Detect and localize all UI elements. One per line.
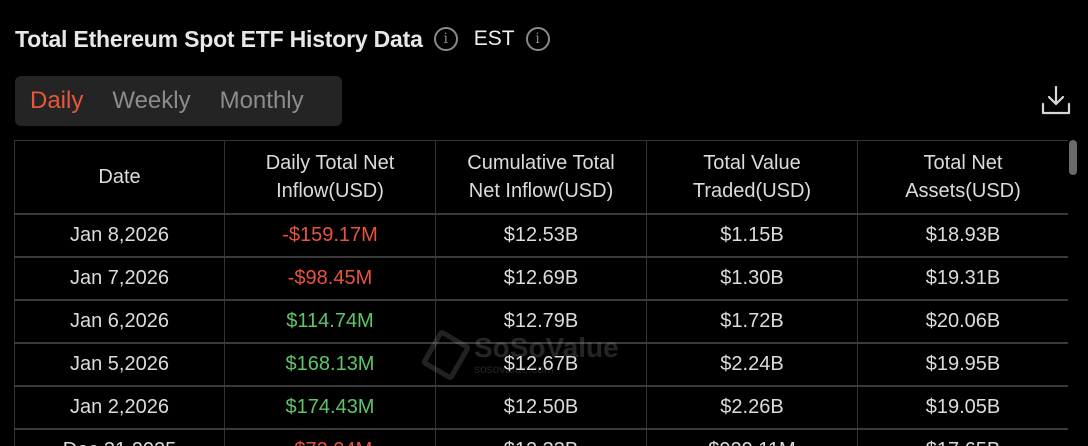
cell-net-assets: $19.95B — [857, 341, 1068, 387]
tab-weekly[interactable]: Weekly — [112, 87, 191, 114]
column-header-net-assets[interactable]: Total Net Assets(USD) — [857, 140, 1068, 214]
cell-cumulative-net-inflow: $12.79B — [435, 298, 647, 344]
cell-date: Jan 7,2026 — [14, 255, 225, 301]
cell-daily-net-inflow: $114.74M — [224, 298, 436, 344]
cell-date: Jan 5,2026 — [14, 341, 225, 387]
cell-daily-net-inflow: $174.43M — [224, 384, 436, 430]
cell-daily-net-inflow: -$98.45M — [224, 255, 436, 301]
table-scrollbar[interactable] — [1069, 140, 1077, 175]
cell-cumulative-net-inflow: $12.33B — [435, 427, 647, 446]
table-row: Jan 7,2026 -$98.45M $12.69B $1.30B $19.3… — [14, 255, 1068, 301]
column-header-cumulative-net-inflow[interactable]: Cumulative Total Net Inflow(USD) — [435, 140, 647, 214]
cell-net-assets: $20.06B — [857, 298, 1068, 344]
timezone-info-icon[interactable]: i — [525, 27, 550, 51]
download-icon — [1041, 85, 1071, 115]
cell-cumulative-net-inflow: $12.69B — [435, 255, 647, 301]
column-header-value-traded[interactable]: Total Value Traded(USD) — [646, 140, 858, 214]
cell-cumulative-net-inflow: $12.67B — [435, 341, 647, 387]
column-header-date[interactable]: Date — [14, 140, 225, 214]
cell-value-traded: $1.30B — [646, 255, 858, 301]
cell-value-traded: $2.24B — [646, 341, 858, 387]
cell-daily-net-inflow: -$159.17M — [224, 212, 436, 258]
cell-date: Dec 31,2025 — [14, 427, 225, 446]
cell-cumulative-net-inflow: $12.53B — [435, 212, 647, 258]
info-icon[interactable]: i — [433, 27, 458, 51]
cell-net-assets: $17.65B — [857, 427, 1068, 446]
history-table-container[interactable]: Date Daily Total Net Inflow(USD) Cumulat… — [14, 140, 1068, 446]
table-row: Jan 5,2026 $168.13M $12.67B $2.24B $19.9… — [14, 341, 1068, 387]
cell-value-traded: $929.11M — [646, 427, 858, 446]
table-header-row: Date Daily Total Net Inflow(USD) Cumulat… — [14, 140, 1068, 214]
cell-date: Jan 6,2026 — [14, 298, 225, 344]
cell-value-traded: $1.15B — [646, 212, 858, 258]
cell-value-traded: $1.72B — [646, 298, 858, 344]
cell-date: Jan 2,2026 — [14, 384, 225, 430]
table-row: Jan 2,2026 $174.43M $12.50B $2.26B $19.0… — [14, 384, 1068, 430]
page-title: Total Ethereum Spot ETF History Data — [15, 25, 423, 52]
tab-monthly[interactable]: Monthly — [219, 87, 304, 114]
timezone-label: EST — [473, 27, 515, 50]
cell-net-assets: $18.93B — [857, 212, 1068, 258]
cell-daily-net-inflow: $168.13M — [224, 341, 436, 387]
cell-cumulative-net-inflow: $12.50B — [435, 384, 647, 430]
table-row: Jan 6,2026 $114.74M $12.79B $1.72B $20.0… — [14, 298, 1068, 344]
cell-net-assets: $19.05B — [857, 384, 1068, 430]
cell-daily-net-inflow: -$72.94M — [224, 427, 436, 446]
download-button[interactable] — [1040, 84, 1072, 116]
header: Total Ethereum Spot ETF History Data i E… — [15, 22, 550, 56]
cell-net-assets: $19.31B — [857, 255, 1068, 301]
cell-date: Jan 8,2026 — [14, 212, 225, 258]
history-table: Date Daily Total Net Inflow(USD) Cumulat… — [14, 140, 1068, 446]
period-tabs: Daily Weekly Monthly — [15, 76, 342, 126]
tab-daily[interactable]: Daily — [30, 87, 84, 114]
table-row: Jan 8,2026 -$159.17M $12.53B $1.15B $18.… — [14, 212, 1068, 258]
table-row: Dec 31,2025 -$72.94M $12.33B $929.11M $1… — [14, 427, 1068, 446]
cell-value-traded: $2.26B — [646, 384, 858, 430]
column-header-daily-net-inflow[interactable]: Daily Total Net Inflow(USD) — [224, 140, 436, 214]
